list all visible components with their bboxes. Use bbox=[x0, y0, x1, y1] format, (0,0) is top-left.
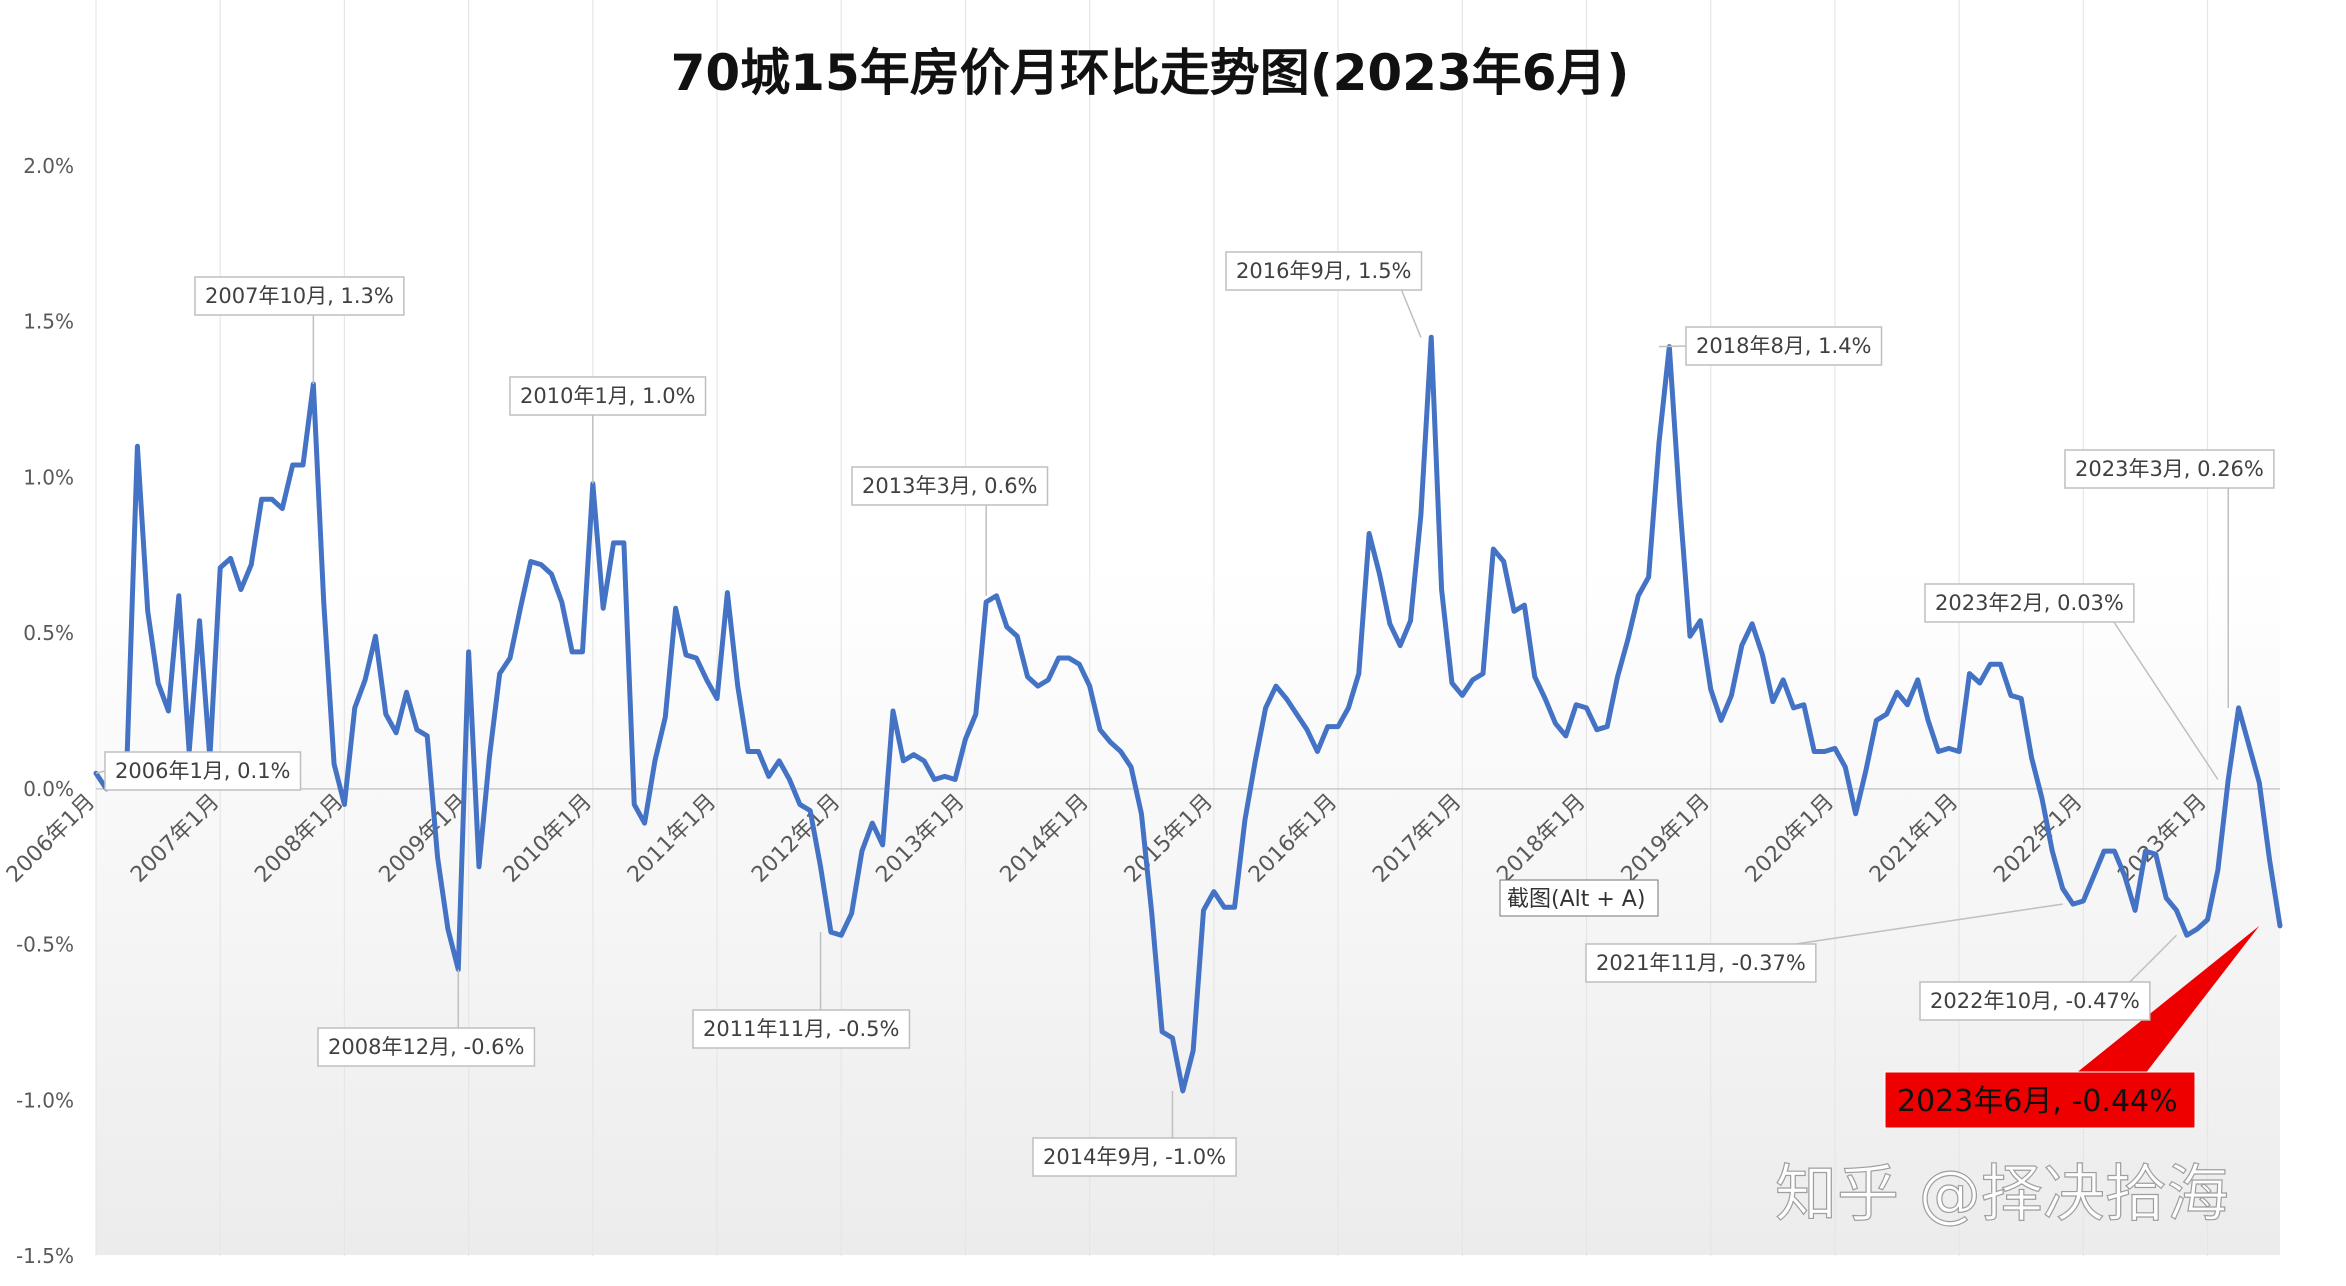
annotation-box bbox=[1585, 943, 1817, 983]
annotation-label: 2018年8月, 1.4% bbox=[1696, 334, 1872, 358]
annotation-box bbox=[1685, 326, 1883, 366]
annotation-label: 2013年3月, 0.6% bbox=[862, 474, 1038, 498]
annotation-box bbox=[194, 276, 405, 316]
annotation-leader-lines bbox=[95, 289, 2260, 1138]
annotation-label: 2021年11月, -0.37% bbox=[1596, 951, 1806, 975]
highlight-callout-pointer bbox=[2075, 925, 2260, 1074]
annotation-label: 2008年12月, -0.6% bbox=[328, 1035, 524, 1059]
annotation-label: 2007年10月, 1.3% bbox=[205, 284, 394, 308]
y-tick-label: -1.5% bbox=[16, 1244, 74, 1268]
annotation-box bbox=[509, 376, 707, 416]
annotation-box bbox=[104, 751, 302, 791]
y-tick-label: 1.0% bbox=[23, 465, 74, 489]
annotation-callouts: 2006年1月, 0.1% 2007年10月, 1.3% 2008年12月, -0.… bbox=[104, 251, 2275, 1177]
series-line bbox=[93, 334, 2283, 1094]
screenshot-tooltip-text: 截图(Alt + A) bbox=[1507, 887, 1645, 912]
y-tick-label: 0.5% bbox=[23, 621, 74, 645]
annotation-leader bbox=[1400, 289, 1422, 338]
annotation-box bbox=[692, 1009, 911, 1049]
annotation-box bbox=[2064, 449, 2275, 489]
annotation-leader bbox=[2129, 934, 2178, 983]
vertical-gridlines bbox=[95, 0, 2209, 1256]
annotation-box bbox=[851, 466, 1049, 506]
screenshot-tooltip-box bbox=[1499, 879, 1659, 917]
annotation-label: 2011年11月, -0.5% bbox=[703, 1017, 899, 1041]
highlight-callout-box bbox=[1884, 1071, 2196, 1129]
annotation-label: 2010年1月, 1.0% bbox=[520, 384, 696, 408]
chart-title: 70城15年房价月环比走势图(2023年6月) bbox=[671, 44, 1630, 102]
y-tick-label: -0.5% bbox=[16, 933, 74, 957]
x-tick-label: 2006年1月 bbox=[2, 789, 100, 887]
annotation-leader bbox=[1795, 903, 2063, 945]
highlight-callout-label: 2023年6月, -0.44% bbox=[1897, 1084, 2178, 1119]
y-tick-label: 2.0% bbox=[23, 154, 74, 178]
y-tick-label: 0.0% bbox=[23, 777, 74, 801]
y-tick-label: 1.5% bbox=[23, 310, 74, 334]
annotation-box bbox=[1032, 1137, 1237, 1177]
annotation-label: 2022年10月, -0.47% bbox=[1930, 989, 2140, 1013]
y-tick-label: -1.0% bbox=[16, 1088, 74, 1112]
screenshot-tooltip: 截图(Alt + A) bbox=[1499, 879, 1659, 917]
annotation-box bbox=[317, 1027, 536, 1067]
annotation-label: 2023年2月, 0.03% bbox=[1935, 591, 2124, 615]
annotation-box bbox=[1924, 583, 2135, 623]
annotation-label: 2006年1月, 0.1% bbox=[115, 759, 291, 783]
annotation-label: 2016年9月, 1.5% bbox=[1236, 259, 1412, 283]
annotation-leader bbox=[1658, 345, 1687, 348]
annotation-box bbox=[1919, 981, 2151, 1021]
annotation-leader bbox=[95, 770, 106, 775]
annotation-label: 2014年9月, -1.0% bbox=[1043, 1145, 1226, 1169]
annotation-leader bbox=[2113, 621, 2219, 780]
annotation-label: 2023年3月, 0.26% bbox=[2075, 457, 2264, 481]
annotation-box bbox=[1225, 251, 1423, 291]
y-axis-ticks: 2.0% 1.5% 1.0% 0.5% 0.0% -0.5% -1.0% -1.5% bbox=[16, 154, 74, 1268]
watermark-text: 知乎 @择决拾海 bbox=[1775, 1157, 2229, 1230]
